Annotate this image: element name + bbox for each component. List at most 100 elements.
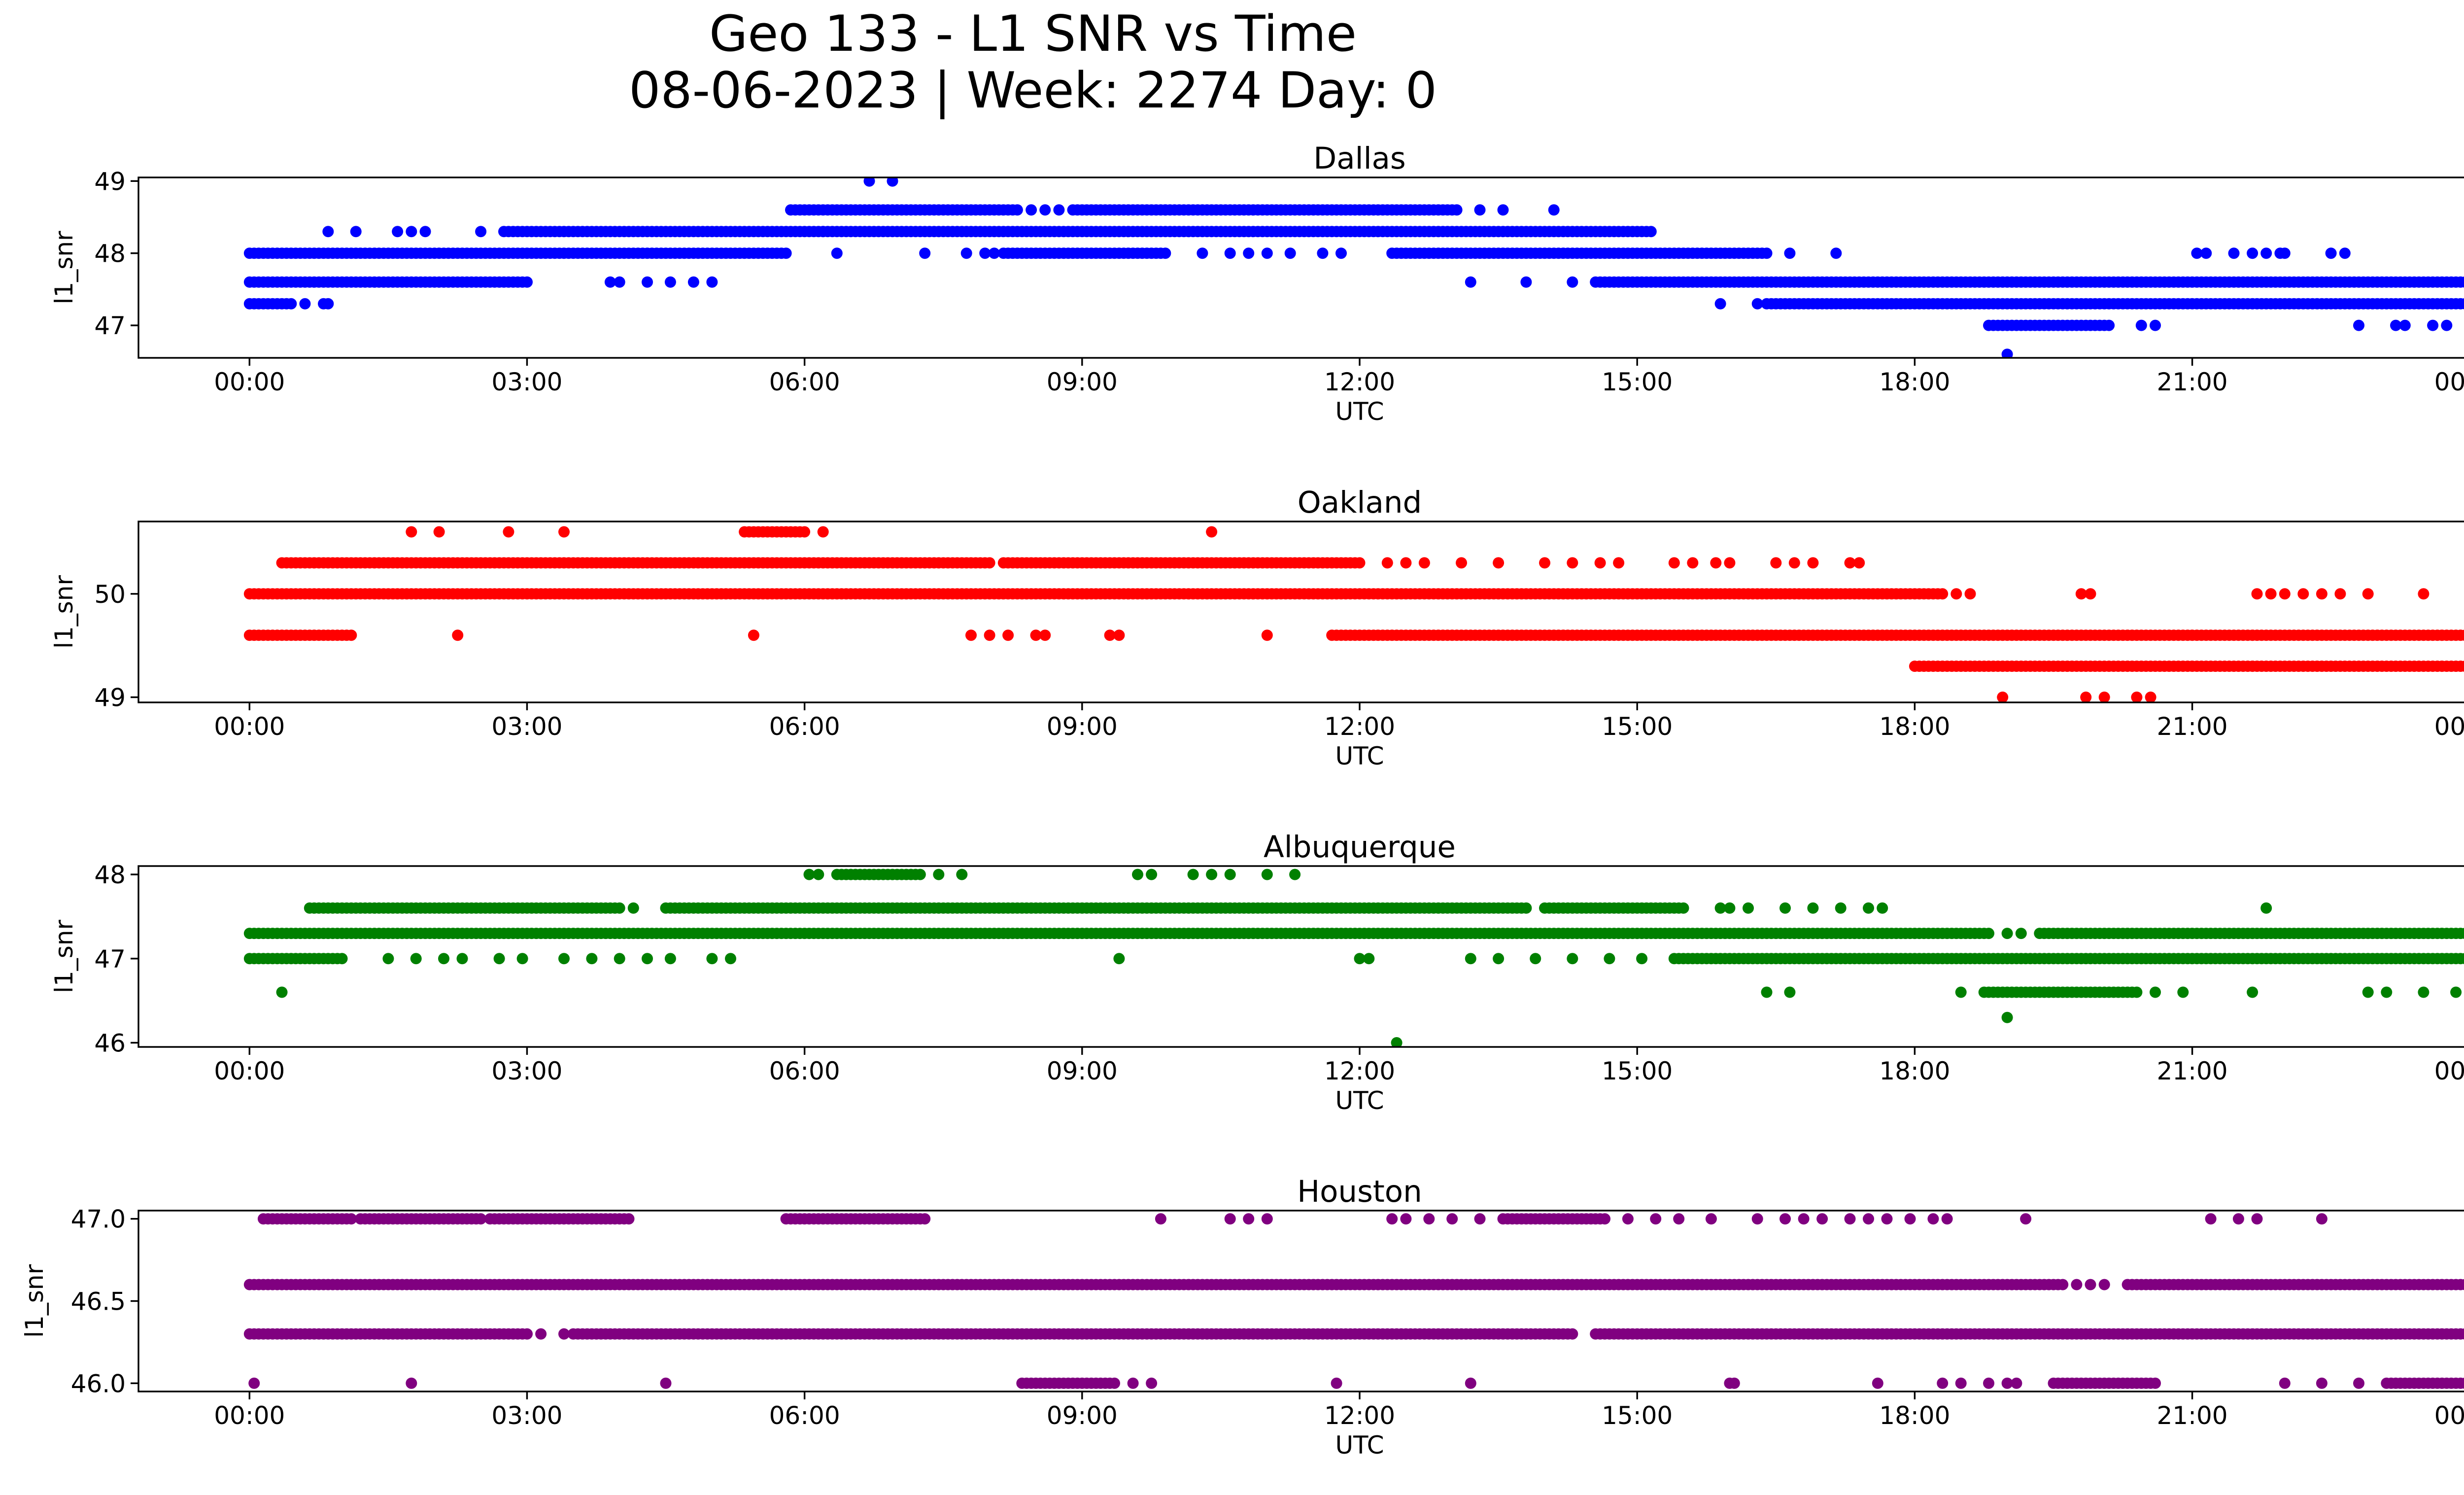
x-tick-label: 18:00 [1879,712,1950,741]
x-tick-label: 00:00 [214,1401,285,1430]
x-tick-label: 09:00 [1047,712,1118,741]
data-point [2205,1213,2217,1225]
x-tick-label: 21:00 [2156,712,2227,741]
data-point [2251,588,2263,600]
data-point [1354,953,1366,965]
data-point [623,1213,635,1225]
x-tick-label: 21:00 [2156,1401,2227,1430]
data-point [1937,588,1949,600]
data-point [1187,869,1199,880]
data-point [2015,928,2027,939]
data-point [1788,557,1800,569]
data-point [452,629,464,641]
x-tick-label: 18:00 [1879,1401,1950,1430]
data-point [299,298,311,310]
data-point [1155,1213,1166,1225]
subplot-oakland: Oakland 00:00 03:00 06:00 09:00 12:00 15:00 18:… [50,485,2464,770]
y-tick-label: 46.5 [71,1287,126,1316]
x-tick-label: 15:00 [1602,1401,1673,1430]
subplots: Dallas 00:00 03:00 06:00 09:00 12:00 15:00 18:0… [20,141,2464,1460]
x-axis-label: UTC [1335,397,1384,426]
data-point [1673,1213,1685,1225]
data-point [1761,247,1773,259]
x-tick-label: 09:00 [1047,368,1118,396]
data-point [1284,247,1296,259]
x-tick-label: 09:00 [1047,1401,1118,1430]
data-point [1567,953,1578,965]
data-point [989,247,1000,259]
data-point [2001,928,2013,939]
data-point [1927,1213,1939,1225]
data-point [1224,1213,1236,1225]
data-point [1197,247,1208,259]
data-point [2080,692,2092,702]
data-point [1243,247,1255,259]
data-point [1363,953,1375,965]
data-point [831,247,843,259]
x-tick-label: 00:00 [2434,1401,2464,1430]
data-point [1863,1213,1874,1225]
data-point [1400,1213,1412,1225]
data-point [1317,247,1329,259]
data-point [2071,1279,2083,1290]
data-point [1798,1213,1810,1225]
data-point [1493,557,1505,569]
data-point [1677,902,1689,914]
data-point [780,247,792,259]
x-tick-label: 18:00 [1879,1057,1950,1085]
data-point [2098,1279,2110,1290]
data-point [1645,226,1657,238]
data-point [1548,204,1560,216]
data-point [1386,1213,1398,1225]
data-point [1423,1213,1435,1225]
data-point [2150,1377,2161,1389]
data-point [1955,1377,1967,1389]
x-tick-label: 21:00 [2156,368,2227,396]
x-tick-label: 03:00 [491,712,562,741]
subplot-title: Oakland [1298,485,1422,520]
data-point [2265,588,2277,600]
data-point [614,953,625,965]
data-point [817,526,829,538]
data-point [687,276,699,288]
data-point [2247,247,2259,259]
data-point [1983,928,1994,939]
y-axis-label: l1_snr [50,231,78,304]
data-point [2381,986,2393,998]
data-point [1844,1213,1856,1225]
data-point [406,226,417,238]
data-point [2020,1213,2032,1225]
data-point [1261,629,1273,641]
data-point [2459,928,2464,939]
data-point [1451,204,1463,216]
x-tick-label: 12:00 [1324,368,1395,396]
data-point [2279,247,2291,259]
data-point [1636,953,1648,965]
data-point [1714,902,1726,914]
data-point [1039,204,1051,216]
x-tick-label: 00:00 [214,368,285,396]
data-point [2325,247,2337,259]
data-point [933,869,945,880]
data-point [2150,319,2161,331]
data-point [1002,629,1014,641]
data-point [1724,902,1736,914]
data-point [2459,629,2464,641]
data-point [1474,204,1486,216]
data-point [887,177,898,187]
subplot-albuquerque: Albuquerque 00:00 03:00 06:00 09:00 12:00 15:0… [50,830,2464,1115]
data-point [919,1213,931,1225]
x-tick-label: 00:00 [214,1057,285,1085]
data-point [1146,869,1158,880]
data-point [1622,1213,1634,1225]
data-point [2459,1279,2464,1290]
data-point [642,276,653,288]
data-point [1160,247,1171,259]
data-point [1465,953,1476,965]
data-point [2362,986,2374,998]
y-axis-label: l1_snr [20,1264,49,1338]
x-tick-label: 00:00 [2434,368,2464,396]
data-point [706,953,718,965]
data-point [1761,986,1773,998]
data-point [2279,1377,2291,1389]
